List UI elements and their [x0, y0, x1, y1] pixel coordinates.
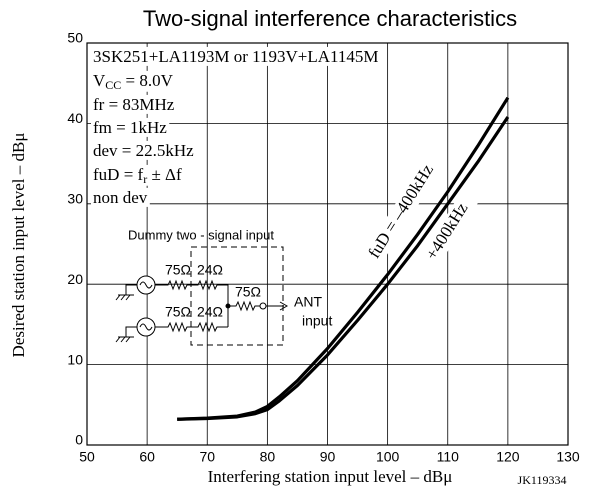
condition-line: VCC = 8.0V: [93, 71, 174, 92]
sine: [139, 281, 153, 331]
text-bg: [91, 164, 184, 186]
x-tick-label: 120: [496, 449, 520, 465]
text-bg: [91, 70, 176, 92]
arrow: [279, 301, 289, 311]
text-bg: [91, 94, 177, 114]
condition-line: 3SK251+LA1193M or 1193V+LA1145M: [93, 47, 379, 66]
condition-text: fuD = f: [93, 165, 144, 184]
text-bg: [91, 187, 150, 207]
x-tick-label: 50: [79, 449, 95, 465]
condition-sub: r: [143, 172, 147, 186]
condition-rest: = 8.0V: [121, 71, 173, 90]
condition-line: fr = 83MHz: [93, 95, 175, 114]
plot-frame: [86, 42, 569, 446]
terminal: [259, 302, 267, 310]
y-tick-label: 20: [67, 271, 83, 287]
label-bg: [414, 185, 482, 279]
x-tick-label: 80: [260, 449, 276, 465]
y-tick-label: 30: [67, 191, 83, 207]
circuit-label: 75Ω: [235, 284, 261, 300]
x-tick-label: 70: [199, 449, 215, 465]
curve: [177, 116, 510, 421]
condition-line: fm = 1kHz: [93, 118, 167, 137]
text-bg: [91, 140, 197, 160]
condition-text: dev = 22.5kHz: [93, 141, 194, 160]
circuit-label: 75Ω: [165, 262, 191, 278]
x-tick-label: 90: [320, 449, 336, 465]
circuit-label: 75Ω: [165, 304, 191, 320]
chart-title: Two-signal interference characteristics: [143, 6, 517, 31]
y-tick-label: 0: [75, 432, 83, 448]
circuit-diagram: Dummy two - signal input 75Ω 24Ω 75Ω 75Ω 24Ω…: [115, 227, 332, 346]
text-bg: [91, 46, 381, 66]
circuit-title: Dummy two - signal input: [128, 227, 274, 242]
condition-line: dev = 22.5kHz: [93, 141, 194, 160]
condition-line: non dev: [93, 188, 148, 207]
circuit-label: 24Ω: [197, 262, 223, 278]
condition-line: fuD = fr ± Δf: [93, 165, 182, 186]
label-bg: [368, 165, 436, 259]
circuit-labels: 75Ω 24Ω 75Ω 75Ω 24Ω ANT input: [165, 262, 332, 329]
wire: [228, 300, 284, 312]
condition-text: non dev: [93, 188, 148, 207]
x-tick-label: 100: [376, 449, 400, 465]
junction: [225, 303, 231, 309]
wire: [155, 321, 228, 333]
conditions: 3SK251+LA1193M or 1193V+LA1145M VCC = 8.0…: [91, 46, 381, 207]
x-tick-label: 110: [437, 449, 460, 465]
y-axis-label: Desired station input level – dBμ: [9, 133, 28, 358]
condition-sub: CC: [105, 78, 121, 92]
circuit-label: input: [302, 313, 332, 329]
ground: [115, 326, 137, 343]
condition-text: fr = 83MHz: [93, 95, 175, 114]
y-tick-label: 40: [67, 110, 83, 126]
condition-text: fm = 1kHz: [93, 118, 167, 137]
x-axis-label: Interfering station input level – dBμ: [208, 467, 453, 486]
y-tick-label: 10: [67, 351, 83, 367]
text-bg: [91, 117, 170, 137]
condition-text: V: [93, 71, 106, 90]
y-tick-label: 50: [67, 30, 83, 46]
condition-text: 3SK251+LA1193M or 1193V+LA1145M: [93, 47, 379, 66]
dashed-box: [190, 246, 284, 346]
figure-code: JK119334: [518, 473, 567, 487]
wire: [155, 279, 229, 327]
x-tick-label: 130: [556, 449, 580, 465]
circuit-label: ANT: [294, 294, 322, 310]
condition-rest: ± Δf: [147, 165, 182, 184]
ground: [115, 284, 137, 301]
circuit-label: 24Ω: [197, 304, 223, 320]
x-tick-label: 60: [139, 449, 155, 465]
